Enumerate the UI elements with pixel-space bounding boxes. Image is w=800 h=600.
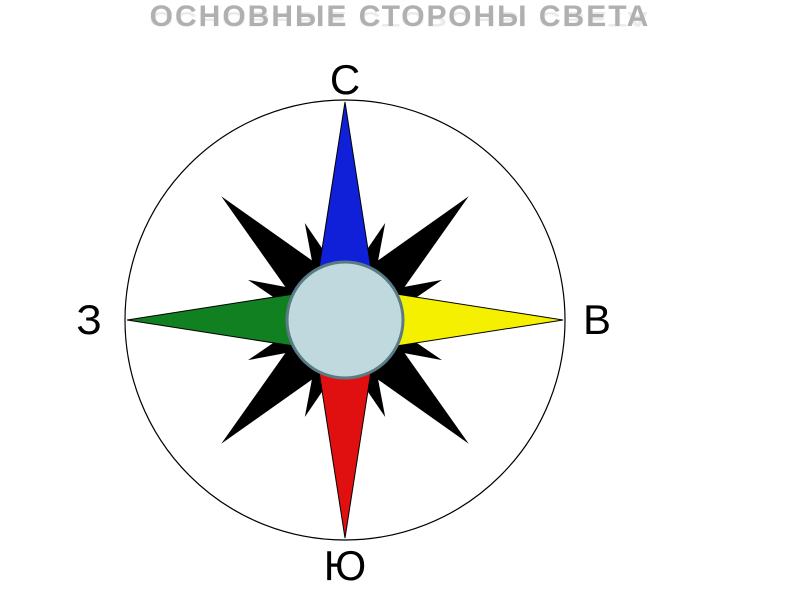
label-north: С	[330, 56, 360, 104]
label-west: З	[76, 296, 101, 344]
compass-rose	[0, 30, 800, 600]
label-south: Ю	[324, 542, 366, 590]
label-east: В	[583, 296, 611, 344]
title-reflection: ОСНОВНЫЕ СТОРОНЫ СВЕТА	[0, 6, 800, 30]
compass-stage: С В Ю З	[0, 30, 800, 600]
